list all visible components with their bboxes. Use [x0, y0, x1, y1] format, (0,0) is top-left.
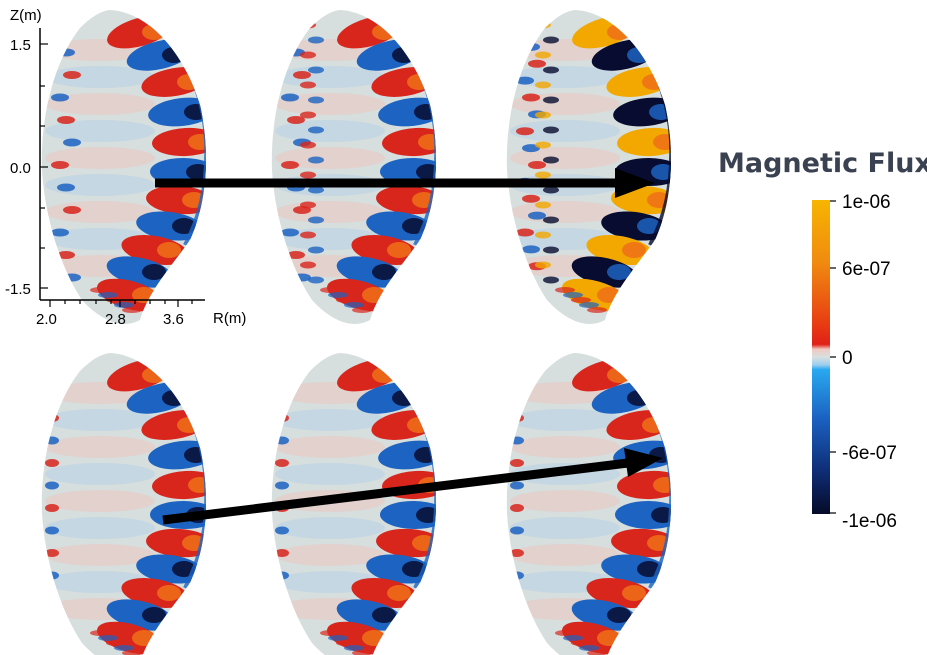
plasma-panel-r1c3 [506, 10, 671, 324]
plasma-panels [41, 10, 671, 655]
arrow-bottom-head [624, 448, 663, 477]
arrow-top-head [615, 168, 655, 198]
colorbar-ticks [830, 200, 836, 514]
r-tick-label-mid: 2.8 [105, 311, 126, 328]
colorbar-gradient [812, 200, 830, 514]
r-axis-label: R(m) [213, 310, 246, 327]
z-tick-label-top: 1.5 [10, 37, 31, 54]
colorbar-label-zero: 0 [842, 348, 853, 369]
colorbar-label-upper: 6e-07 [842, 259, 891, 280]
colorbar: Magnetic Flux 1e-06 6e-07 0 -6e-07 -1e-0… [718, 148, 927, 532]
r-tick-label-right: 3.6 [163, 311, 184, 328]
r-tick-marks [49, 300, 193, 307]
z-tick-label-bottom: -1.5 [5, 281, 31, 298]
arrow-bottom-shaft [162, 458, 629, 525]
plasma-panel-r1c1 [41, 10, 206, 324]
colorbar-title: Magnetic Flux [718, 148, 927, 179]
z-tick-label-mid: 0.0 [10, 160, 31, 177]
z-tick-marks [40, 43, 48, 289]
plasma-panel-r1c2 [271, 10, 436, 324]
axes: Z(m) 1.5 0.0 -1.5 2.0 2.8 3.6 R(m) [5, 7, 246, 328]
z-axis-label: Z(m) [10, 7, 42, 24]
plasma-panel-r2c1 [41, 353, 206, 655]
r-tick-label-left: 2.0 [36, 311, 57, 328]
colorbar-label-max: 1e-06 [842, 192, 891, 213]
plasma-panel-r2c3 [506, 353, 671, 655]
colorbar-label-lower: -6e-07 [842, 443, 897, 464]
propagation-arrows [155, 168, 663, 525]
colorbar-label-min: -1e-06 [842, 511, 897, 532]
